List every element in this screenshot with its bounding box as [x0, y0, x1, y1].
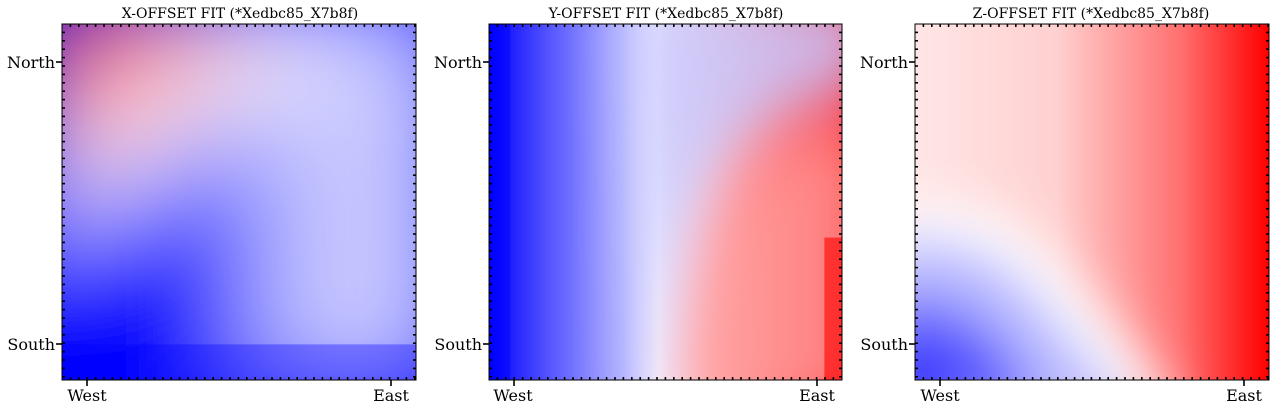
x-tick-label-west: West [920, 386, 960, 405]
panel-x-offset: X-OFFSET FIT (*Xedbc85_X7b8f) [7, 6, 417, 405]
tick-marks [909, 24, 1269, 386]
y-tick-label-south: South [860, 335, 908, 354]
y-tick-label-south: South [434, 335, 482, 354]
panel-z-offset: Z-OFFSET FIT (*Xedbc85_X7b8f) West [860, 6, 1270, 405]
chart-title-x-offset: X-OFFSET FIT (*Xedbc85_X7b8f) [122, 6, 358, 22]
y-tick-label-south: South [7, 335, 55, 354]
x-tick-label-west: West [67, 386, 107, 405]
x-tick-label-west: West [493, 386, 533, 405]
y-tick-label-north: North [7, 53, 55, 72]
heatmap-y-offset [489, 24, 842, 380]
panel-y-offset: Y-OFFSET FIT (*Xedbc85_X7b8f) [434, 6, 843, 405]
y-tick-label-north: North [860, 53, 908, 72]
chart-title-z-offset: Z-OFFSET FIT (*Xedbc85_X7b8f) [973, 6, 1210, 22]
y-tick-label-north: North [434, 53, 482, 72]
x-tick-label-east: East [1226, 386, 1262, 405]
tick-marks [483, 24, 842, 386]
heatmap-x-offset [62, 24, 416, 380]
heatmap-z-offset [915, 24, 1269, 380]
x-tick-label-east: East [799, 386, 835, 405]
x-tick-label-east: East [373, 386, 409, 405]
tick-marks [56, 24, 416, 386]
chart-title-y-offset: Y-OFFSET FIT (*Xedbc85_X7b8f) [548, 6, 784, 22]
